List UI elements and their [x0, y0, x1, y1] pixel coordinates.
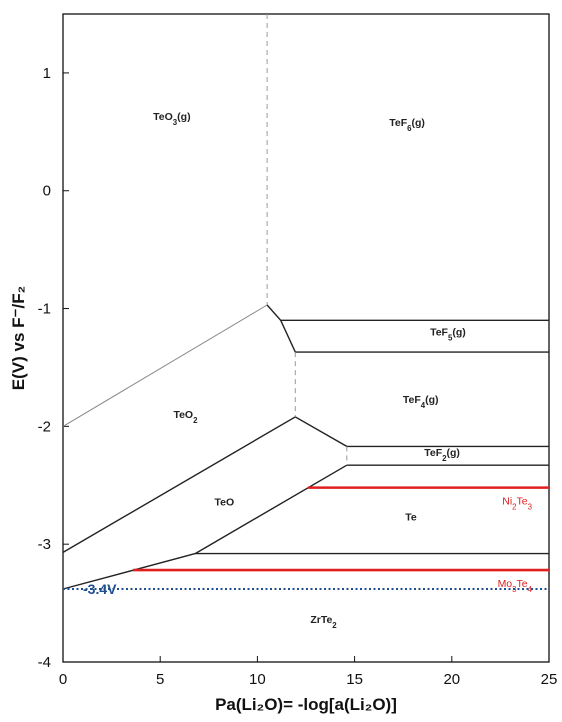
y-axis-title: E(V) vs F⁻/F₂ — [9, 286, 28, 390]
y-tick-label: -2 — [38, 418, 51, 435]
region-label: TeO — [215, 496, 235, 508]
region-label: TeF4(g) — [403, 394, 439, 410]
region-label: ZrTe2 — [310, 614, 337, 630]
y-tick-label: -1 — [38, 301, 51, 318]
x-tick-label: 10 — [249, 671, 266, 688]
x-tick-label: 15 — [346, 671, 363, 688]
x-axis-title: Pa(Li₂O)= -log[a(Li₂O)] — [215, 695, 397, 714]
phase-boundary-TeO2-TeO — [62, 416, 549, 554]
phase-boundary-TeO2-TeF4-top — [266, 304, 549, 321]
phase-boundary-TeO3-TeO2 — [62, 304, 268, 427]
red-line-label: Ni2Te3 — [502, 496, 532, 512]
axis-ticks: 0 5 10 15 20 25 -4 -3 -2 -1 0 1 — [38, 65, 558, 688]
x-tick-label: 5 — [156, 671, 164, 688]
y-tick-label: -4 — [38, 654, 51, 671]
plot-frame — [62, 13, 550, 663]
region-label: TeF6(g) — [389, 117, 425, 133]
x-tick-label: 25 — [541, 671, 558, 688]
y-tick-label: -3 — [38, 536, 51, 553]
region-label: TeF2(g) — [424, 447, 460, 463]
y-tick-label: 0 — [43, 183, 51, 200]
region-label: TeF5(g) — [430, 327, 466, 343]
region-labels: TeO3(g) TeF6(g) TeF5(g) TeO2 TeF4(g) TeF2(g) T… — [153, 111, 466, 630]
reference-line-label: -3.4V — [83, 581, 117, 597]
phase-boundary-TeO-ZrTe2 — [62, 552, 196, 590]
region-label: TeO2 — [173, 409, 198, 425]
phase-boundary-TeF5-TeF4 — [280, 320, 549, 353]
y-tick-label: 1 — [43, 65, 51, 82]
region-label: Te — [405, 512, 417, 524]
red-line-label: Mo3Te4 — [498, 578, 533, 594]
phase-boundaries — [62, 14, 549, 590]
red-lines: Ni2Te3 Mo3Te4 -3.4V — [63, 486, 549, 597]
x-tick-label: 0 — [59, 671, 67, 688]
x-tick-label: 20 — [443, 671, 460, 688]
region-label: TeO3(g) — [153, 111, 190, 127]
phase-boundary-TeO-Te — [194, 464, 348, 555]
